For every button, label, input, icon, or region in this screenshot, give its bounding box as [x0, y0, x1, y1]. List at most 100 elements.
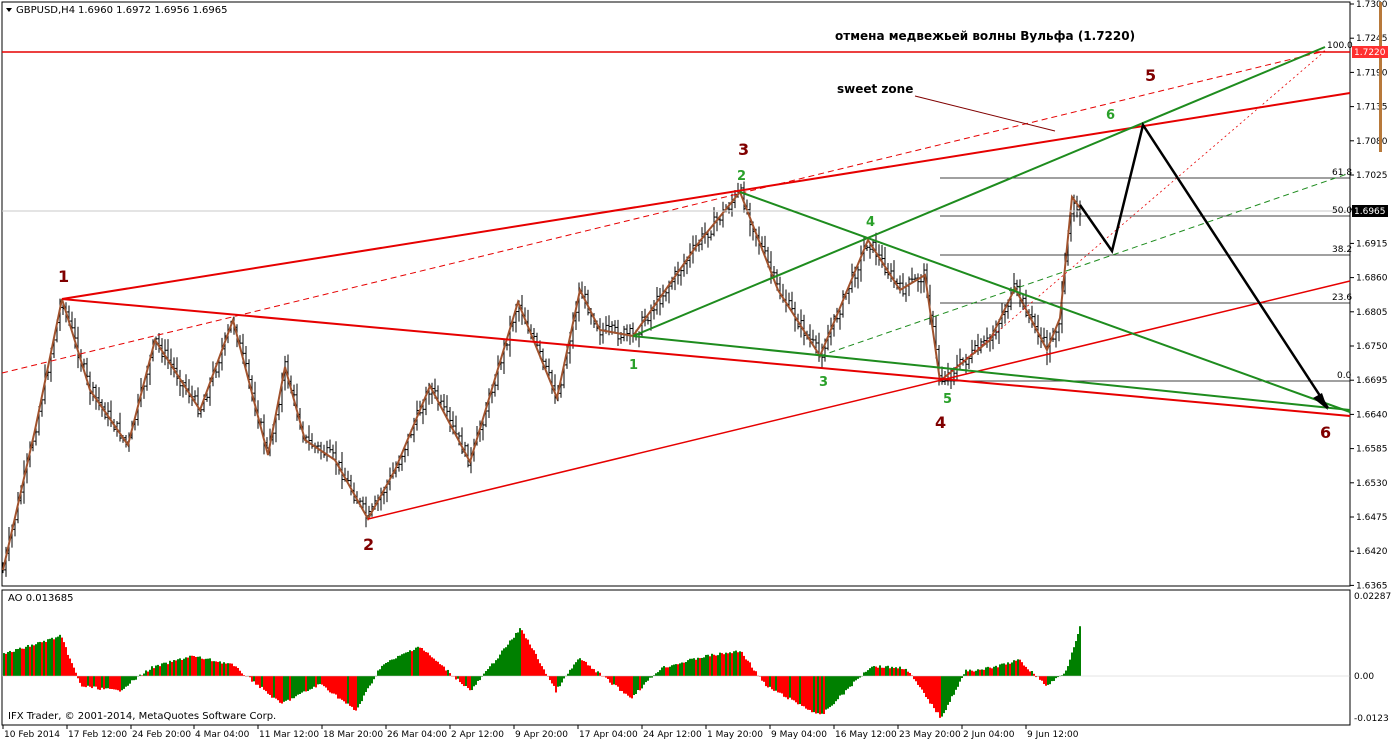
ao-bar: [325, 676, 327, 688]
ao-bar: [1069, 659, 1071, 676]
ao-bar: [865, 671, 867, 676]
zigzag-line: [2, 190, 1081, 571]
ao-bar: [431, 657, 433, 676]
ao-bar: [1077, 633, 1079, 676]
price-axis: 1.7300 1.7245 1.7190 1.7135 1.7080 1.7025 1.69…: [1350, 0, 1388, 591]
ao-bar: [1047, 676, 1049, 685]
ao-bar: [737, 652, 739, 676]
ao-bar: [427, 652, 429, 676]
ao-bar: [353, 676, 355, 710]
ao-bar: [397, 655, 399, 676]
ao-bar: [777, 676, 779, 693]
projection-path: [1078, 121, 1330, 410]
ao-bar: [511, 639, 513, 676]
ao-bar: [849, 676, 851, 687]
ao-bar: [273, 676, 275, 698]
ao-bar: [145, 670, 147, 676]
ao-bar: [801, 676, 803, 706]
ao-bar: [1019, 659, 1021, 676]
ao-bar: [1043, 676, 1045, 684]
ao-bar: [623, 676, 625, 694]
ao-bar: [89, 676, 91, 687]
ao-bar: [919, 676, 921, 688]
time-tick-label: 17 Apr 04:00: [579, 730, 638, 740]
ao-bar: [269, 676, 271, 695]
ao-bar: [679, 663, 681, 676]
ao-bar: [27, 644, 29, 676]
ao-bar: [369, 676, 371, 686]
price-tick-label: 1.7135: [1356, 103, 1388, 113]
ao-bar: [141, 675, 143, 676]
ao-bar: [179, 658, 181, 676]
ao-bar: [59, 634, 61, 676]
current-price-tag-text: 1.6965: [1354, 207, 1386, 217]
ao-bar: [93, 676, 95, 687]
ao-bar: [1079, 626, 1081, 676]
ao-bar: [71, 663, 73, 676]
ao-bar: [589, 665, 591, 676]
price-tick-label: 1.6585: [1356, 445, 1388, 455]
ao-bar: [415, 647, 417, 676]
fibonacci-levels: 100.0 61.8 50.0 38.2 23.6 0.0: [940, 41, 1353, 382]
ao-bar: [689, 658, 691, 676]
ao-bar: [103, 676, 105, 690]
ao-bar: [299, 676, 301, 694]
ao-bar: [399, 655, 401, 676]
ao-bar: [655, 673, 657, 676]
ao-bar: [275, 676, 277, 699]
ao-bar: [993, 666, 995, 676]
ao-bar: [253, 676, 255, 682]
price-tick-label: 1.6695: [1356, 376, 1388, 386]
ao-bar: [739, 651, 741, 676]
ao-bar: [517, 632, 519, 676]
ao-bar: [723, 654, 725, 676]
ao-bar: [675, 664, 677, 676]
ao-bar: [191, 655, 193, 676]
ao-bar: [953, 676, 955, 695]
ao-bar: [797, 676, 799, 705]
ao-bar: [901, 669, 903, 676]
ao-bar: [151, 666, 153, 676]
ao-bar: [195, 656, 197, 676]
ao-bar: [1039, 676, 1041, 680]
scroll-marker[interactable]: [1379, 2, 1382, 152]
ao-bar: [863, 672, 865, 676]
ao-bar: [205, 658, 207, 676]
ao-bar: [371, 676, 373, 684]
ao-bar: [729, 652, 731, 676]
ao-bar: [395, 658, 397, 676]
ao-bar: [847, 676, 849, 689]
price-tick-label: 1.7300: [1356, 0, 1388, 10]
ao-bar: [327, 676, 329, 691]
ao-bar: [509, 640, 511, 676]
ao-bar: [1041, 676, 1043, 681]
sweet-zone-leader: [914, 95, 1056, 132]
ao-bar: [503, 648, 505, 676]
ao-bar: [515, 632, 517, 676]
ao-bar: [309, 676, 311, 690]
ao-bar: [3, 653, 5, 676]
ao-bar: [283, 676, 285, 702]
ao-bar: [1007, 662, 1009, 676]
ao-bar: [267, 676, 269, 694]
ao-bar: [979, 669, 981, 676]
current-price-tag-bg: [1352, 205, 1388, 217]
ao-bar: [999, 664, 1001, 676]
ao-bar: [907, 671, 909, 676]
ao-bar: [597, 671, 599, 676]
projection-polyline: [1078, 121, 1330, 409]
ao-bar: [209, 658, 211, 676]
ao-bar: [149, 669, 151, 676]
ao-bar: [171, 661, 173, 676]
ao-bar: [381, 665, 383, 676]
ao-bar: [355, 676, 357, 711]
ao-bar: [215, 661, 217, 676]
ao-bar: [595, 672, 597, 676]
ao-bar: [535, 653, 537, 676]
ao-bar: [317, 676, 319, 685]
ao-bar: [255, 676, 257, 685]
ao-bar: [43, 640, 45, 676]
ao-bar: [885, 666, 887, 676]
ao-bar: [765, 676, 767, 687]
ao-bar: [719, 652, 721, 676]
